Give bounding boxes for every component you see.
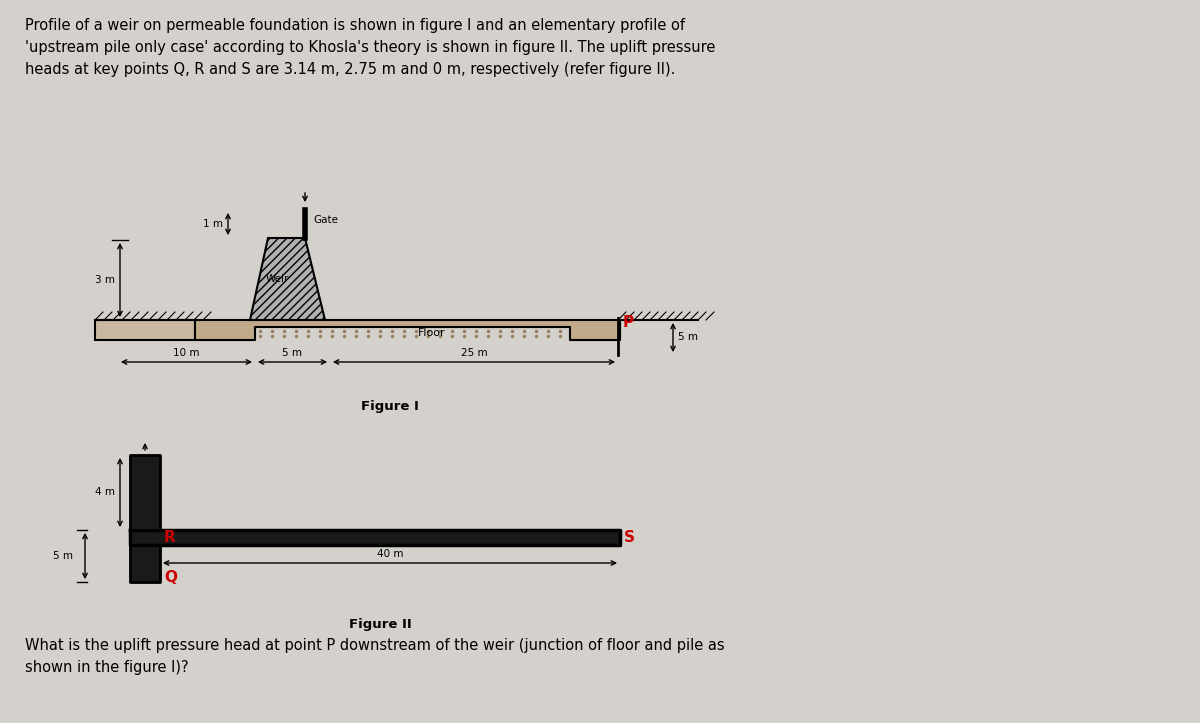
Text: P: P: [623, 315, 634, 330]
Text: 1 m: 1 m: [203, 219, 223, 229]
Text: Weir: Weir: [266, 274, 289, 284]
Text: Floor: Floor: [418, 328, 446, 338]
Text: R: R: [164, 531, 175, 545]
Polygon shape: [194, 320, 620, 340]
Text: Figure I: Figure I: [361, 400, 419, 413]
Polygon shape: [130, 530, 620, 545]
Text: 25 m: 25 m: [461, 348, 487, 358]
Polygon shape: [250, 238, 325, 320]
Text: 5 m: 5 m: [53, 551, 73, 561]
Text: 5 m: 5 m: [282, 348, 302, 358]
Text: Profile of a weir on permeable foundation is shown in figure I and an elementary: Profile of a weir on permeable foundatio…: [25, 18, 715, 77]
Text: 4 m: 4 m: [95, 487, 115, 497]
Text: S: S: [624, 531, 635, 545]
Text: 5 m: 5 m: [678, 332, 698, 342]
Text: Gate: Gate: [313, 215, 338, 225]
FancyBboxPatch shape: [95, 320, 194, 340]
Text: 10 m: 10 m: [173, 348, 199, 358]
Polygon shape: [130, 455, 160, 530]
Text: 40 m: 40 m: [377, 549, 403, 559]
Polygon shape: [130, 545, 160, 582]
Text: Q: Q: [164, 570, 178, 584]
Text: 3 m: 3 m: [95, 275, 115, 285]
Text: What is the uplift pressure head at point P downstream of the weir (junction of : What is the uplift pressure head at poin…: [25, 638, 725, 675]
Text: Figure II: Figure II: [349, 618, 412, 631]
